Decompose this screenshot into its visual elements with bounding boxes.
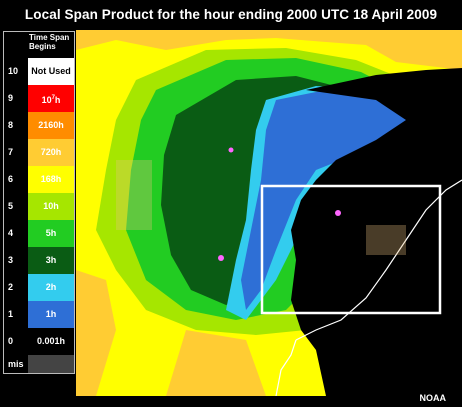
field-720h-north: [76, 30, 462, 70]
legend-label-base: 10: [41, 95, 52, 105]
legend-index: 0: [8, 336, 14, 346]
field-720h-southwest: [76, 270, 116, 396]
legend-row-2: 2 2h: [4, 274, 74, 301]
legend-index: 1: [8, 309, 14, 319]
legend-swatch: [28, 301, 74, 328]
legend-index: 10: [8, 66, 19, 76]
legend-missing-label: mis: [8, 359, 24, 369]
legend-missing-swatch: [28, 355, 74, 373]
legend-index: 3: [8, 255, 14, 265]
legend-swatch: [28, 247, 74, 274]
legend-row-0: 0 0.001h: [4, 328, 74, 355]
radar-site-marker: [228, 147, 234, 153]
legend-index: 4: [8, 228, 14, 238]
legend-index: 2: [8, 282, 14, 292]
legend-swatch: [28, 274, 74, 301]
legend-label-unit: h: [54, 95, 61, 105]
legend-swatch: [28, 139, 74, 166]
legend-label: 10h: [43, 201, 59, 211]
legend-label: 1h: [45, 309, 57, 319]
legend-label: 2160h: [38, 120, 64, 130]
gauge-cluster-east: [366, 225, 406, 255]
legend-row-9: 9 107h: [4, 85, 74, 112]
radar-site-marker: [335, 210, 341, 216]
legend-swatch: [28, 58, 74, 85]
noaa-credit: NOAA: [419, 393, 447, 403]
legend-row-3: 3 3h: [4, 247, 74, 274]
legend-row-1: 1 1h: [4, 301, 74, 328]
span-map-canvas: [76, 30, 462, 396]
legend-header: Time Span Begins: [29, 33, 70, 51]
legend-label: 168h: [40, 174, 62, 184]
legend-row-7: 7 720h: [4, 139, 74, 166]
legend-index: 5: [8, 201, 14, 211]
legend-label: 3h: [45, 255, 57, 265]
field-1h: [241, 88, 426, 310]
legend-row-4: 4 5h: [4, 220, 74, 247]
radar-site-marker: [218, 255, 224, 261]
legend-swatch: [28, 328, 74, 355]
legend-index: 7: [8, 147, 14, 157]
legend-label: 720h: [40, 147, 62, 157]
field-720h-south: [166, 330, 266, 396]
coastline-south: [275, 339, 297, 396]
legend-row-6: 6 168h: [4, 166, 74, 193]
legend-label: Not Used: [31, 66, 71, 76]
legend-label: 107h: [28, 85, 74, 112]
legend-label: 2h: [45, 282, 57, 292]
gauge-cluster-west: [116, 160, 152, 230]
legend-swatch: [28, 85, 74, 112]
legend-label: 5h: [45, 228, 57, 238]
study-area-box: [260, 184, 442, 315]
legend-index: 8: [8, 120, 14, 130]
legend-row-missing: mis: [4, 355, 74, 373]
product-title: Local Span Product for the hour ending 2…: [24, 7, 438, 22]
legend-row-8: 8 2160h: [4, 112, 74, 139]
legend-label-exp: 7: [51, 95, 55, 101]
legend-row-10: 10 Not Used: [4, 58, 74, 85]
legend-index: 9: [8, 93, 14, 103]
legend-row-5: 5 10h: [4, 193, 74, 220]
legend-swatch: [28, 166, 74, 193]
legend-swatch: [28, 220, 74, 247]
legend-swatch: [28, 193, 74, 220]
color-legend: Time Span Begins 10 Not Used 9 107h 8 21…: [3, 31, 75, 374]
span-map: [76, 30, 462, 396]
legend-swatch: [28, 112, 74, 139]
legend-label: 0.001h: [36, 336, 66, 346]
legend-index: 6: [8, 174, 14, 184]
